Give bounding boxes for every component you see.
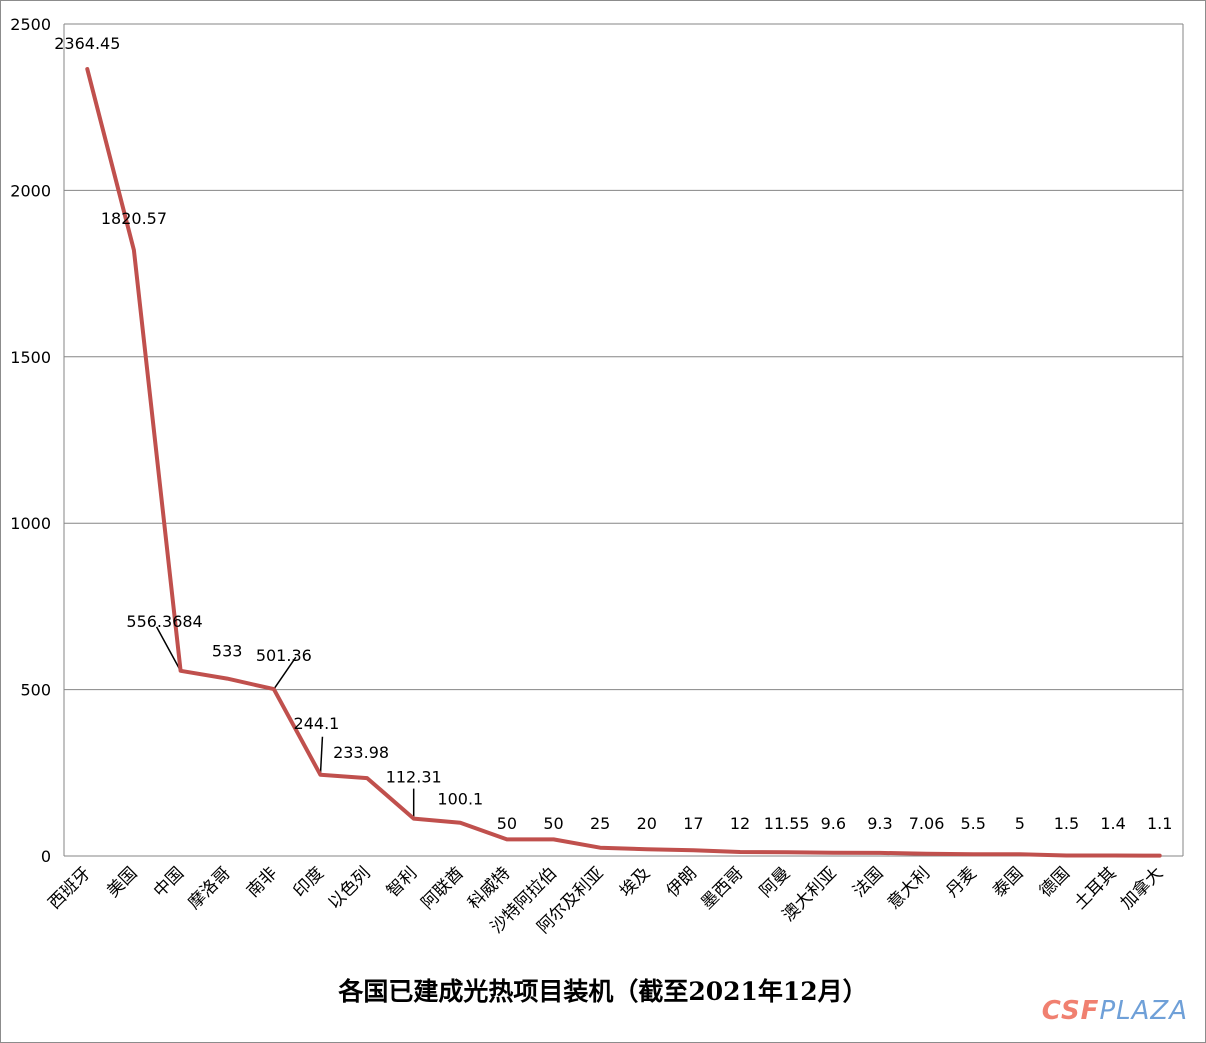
data-labels: 2364.45 1820.57 556.3684 533 501.36 244.1 233.… [54,34,1172,833]
data-label: 7.06 [909,814,945,833]
x-category-label: 丹麦 [943,863,981,901]
data-label: 533 [212,642,243,661]
x-category-label: 智利 [383,863,421,901]
data-label: 25 [590,814,610,833]
series-line-group [85,67,1162,858]
x-category-label: 阿曼 [756,863,794,901]
x-category-label: 加拿大 [1116,863,1167,914]
x-category-label: 阿联酋 [418,863,468,913]
data-label: 11.55 [764,814,810,833]
data-label: 5 [1015,814,1025,833]
x-category-label: 南非 [243,863,281,901]
y-tick-label: 0 [41,847,51,866]
data-label: 12 [730,814,750,833]
data-label: 244.1 [294,714,340,733]
y-tick-label: 1000 [10,514,51,533]
x-category-label: 墨西哥 [697,863,747,913]
x-category-label: 泰国 [989,863,1027,901]
series-line [85,67,1162,858]
x-category-label: 印度 [290,863,328,901]
y-tick-label: 2500 [10,15,51,34]
x-category-label: 土耳其 [1070,863,1120,913]
data-label: 233.98 [333,743,389,762]
data-label: 50 [543,814,563,833]
leader-line [155,626,182,672]
x-category-label: 中国 [150,863,188,901]
data-label: 112.31 [386,768,442,787]
data-label: 1820.57 [101,209,167,228]
x-category-label: 意大利 [884,863,934,913]
chart-title: 各国已建成光热项目装机（截至2021年12月） [338,977,868,1006]
data-label: 2364.45 [54,34,120,53]
y-axis-ticks: 0 500 1000 1500 2000 2500 [10,15,51,866]
data-label: 100.1 [437,790,483,809]
data-label: 20 [637,814,657,833]
data-label: 1.5 [1054,814,1079,833]
x-category-label: 法国 [849,863,887,901]
y-tick-label: 500 [20,681,51,700]
leader-line [319,736,324,775]
x-category-label: 以色列 [324,863,374,913]
gridlines [63,23,1184,857]
data-label: 556.3684 [126,612,202,631]
data-label: 1.1 [1147,814,1172,833]
x-category-label: 埃及 [616,863,654,901]
data-label: 9.6 [821,814,846,833]
data-label: 501.36 [256,646,312,665]
data-label: 5.5 [960,814,985,833]
watermark-part1: CSF [1041,996,1100,1026]
leader-lines [155,626,415,819]
x-category-label: 美国 [103,863,141,901]
data-label: 17 [683,814,703,833]
y-tick-label: 2000 [10,181,51,200]
x-category-label: 伊朗 [663,863,701,901]
data-label: 9.3 [867,814,892,833]
watermark-part2: PLAZA [1099,996,1188,1026]
y-tick-label: 1500 [10,348,51,367]
leader-line [273,656,297,690]
data-label: 50 [497,814,517,833]
x-category-label: 摩洛哥 [185,863,235,913]
x-category-label: 西班牙 [45,863,95,913]
x-category-label: 德国 [1036,863,1074,901]
data-label: 1.4 [1100,814,1125,833]
watermark-logo: CSFPLAZA [1042,996,1188,1026]
